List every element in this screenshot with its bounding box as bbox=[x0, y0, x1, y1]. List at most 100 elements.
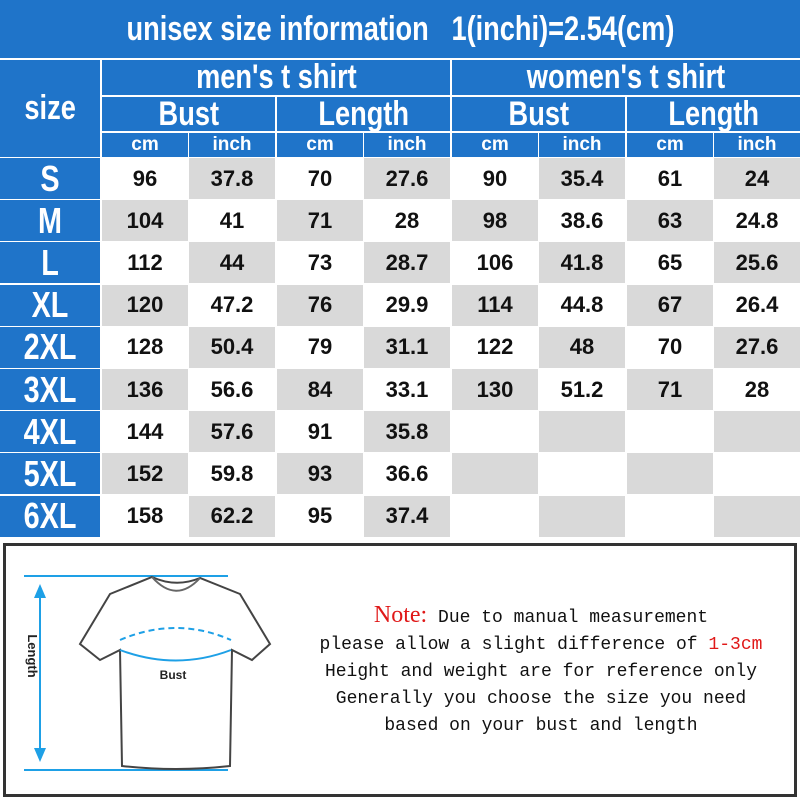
table-row: 5XL 152 59.8 93 36.6 bbox=[0, 453, 800, 495]
unit-header: inch bbox=[539, 133, 625, 157]
size-label: 2XL bbox=[0, 326, 100, 368]
table-cell bbox=[452, 496, 538, 537]
unit-header: cm bbox=[452, 133, 538, 157]
length-label: Length bbox=[25, 634, 40, 677]
table-cell: 57.6 bbox=[189, 411, 275, 453]
table-row: XL 120 47.2 76 29.9 114 44.8 67 26.4 bbox=[0, 284, 800, 326]
table-cell: 144 bbox=[126, 418, 164, 444]
table-cell: 120 bbox=[102, 284, 188, 326]
measurement-panel: Length Bust Note: Due to manual measurem… bbox=[3, 543, 797, 797]
unit-header: cm bbox=[627, 133, 713, 157]
table-cell: 104 bbox=[102, 200, 188, 242]
table-cell: 28 bbox=[744, 376, 770, 402]
table-cell: 96 bbox=[132, 165, 158, 191]
table-cell: 41.8 bbox=[539, 242, 625, 284]
bust-label: Bust bbox=[160, 668, 187, 682]
table-cell: 91 bbox=[307, 418, 333, 444]
table-cell: 31.1 bbox=[364, 326, 450, 368]
table-cell: 51.2 bbox=[560, 376, 604, 402]
size-label: 5XL bbox=[0, 453, 100, 495]
chart-title: unisex size information 1(inchi)=2.54(cm… bbox=[0, 0, 800, 58]
length-arrow-icon bbox=[34, 584, 46, 762]
table-cell: 44.8 bbox=[560, 292, 604, 318]
table-row: 3XL 136 56.6 84 33.1 130 51.2 71 28 bbox=[0, 369, 800, 410]
table-cell: 93 bbox=[277, 453, 363, 495]
table-cell: 95 bbox=[307, 503, 333, 529]
size-label: 4XL bbox=[0, 411, 100, 453]
table-cell bbox=[714, 495, 800, 537]
table-cell bbox=[539, 495, 625, 537]
unit-header: inch bbox=[189, 133, 275, 157]
table-cell: 128 bbox=[126, 334, 164, 360]
tshirt-diagram: Length Bust bbox=[24, 575, 272, 771]
table-cell: 59.8 bbox=[210, 460, 254, 486]
table-row: M 104 41 71 28 98 38.6 63 24.8 bbox=[0, 200, 800, 242]
table-cell: 130 bbox=[452, 369, 538, 410]
table-cell: 67 bbox=[627, 284, 713, 326]
table-cell: 122 bbox=[476, 334, 514, 360]
table-cell: 33.1 bbox=[385, 376, 429, 402]
table-cell: 70 bbox=[657, 334, 683, 360]
table-cell: 70 bbox=[307, 165, 333, 191]
size-label: XL bbox=[0, 284, 100, 326]
womens-group-header: women's t shirt bbox=[452, 58, 800, 96]
table-cell: 24 bbox=[714, 158, 800, 199]
table-cell: 90 bbox=[482, 165, 508, 191]
size-label: 6XL bbox=[0, 495, 100, 537]
table-cell: 38.6 bbox=[560, 207, 604, 233]
notes-text: Note: Due to manual measurement please a… bbox=[319, 602, 763, 736]
mens-group-header: men's t shirt bbox=[102, 58, 450, 96]
table-cell: 29.9 bbox=[385, 292, 429, 318]
table-cell: 35.8 bbox=[364, 411, 450, 453]
table-cell bbox=[452, 453, 538, 495]
table-cell: 62.2 bbox=[189, 495, 275, 537]
table-cell: 27.6 bbox=[364, 158, 450, 199]
unit-header: cm bbox=[102, 133, 188, 157]
table-cell: 136 bbox=[102, 369, 188, 410]
table-cell: 152 bbox=[102, 453, 188, 495]
bust-line bbox=[119, 649, 232, 662]
mens-length-header: Length bbox=[277, 95, 450, 133]
table-row: L 112 44 73 28.7 106 41.8 65 25.6 bbox=[0, 242, 800, 284]
table-cell: 41 bbox=[219, 207, 245, 233]
table-cell: 44 bbox=[189, 242, 275, 284]
table-cell: 106 bbox=[476, 249, 514, 275]
table-cell bbox=[539, 453, 625, 494]
unit-header: cm bbox=[277, 133, 363, 157]
table-cell bbox=[627, 496, 713, 537]
table-cell: 71 bbox=[627, 369, 713, 410]
table-cell: 79 bbox=[307, 334, 333, 360]
womens-length-header: Length bbox=[627, 95, 800, 133]
table-cell: 112 bbox=[127, 249, 163, 275]
table-cell: 65 bbox=[657, 249, 683, 275]
tshirt-outline-icon bbox=[78, 575, 272, 770]
table-cell: 47.2 bbox=[210, 292, 254, 318]
table-cell: 73 bbox=[307, 249, 333, 275]
unit-header: inch bbox=[714, 133, 800, 157]
unit-header: inch bbox=[364, 133, 450, 157]
table-cell: 61 bbox=[657, 165, 683, 191]
table-cell bbox=[714, 453, 800, 494]
table-cell: 27.6 bbox=[714, 326, 800, 368]
size-label: M bbox=[0, 200, 100, 242]
table-cell: 84 bbox=[277, 369, 363, 410]
table-cell: 63 bbox=[627, 200, 713, 242]
table-cell: 98 bbox=[452, 200, 538, 242]
bust-dashed-line bbox=[119, 627, 232, 641]
table-cell: 28 bbox=[394, 207, 420, 233]
table-cell: 24.8 bbox=[735, 207, 779, 233]
table-row: 2XL 128 50.4 79 31.1 122 48 70 27.6 bbox=[0, 326, 800, 368]
mens-bust-header: Bust bbox=[102, 95, 275, 133]
table-cell: 158 bbox=[126, 503, 164, 529]
table-cell: 76 bbox=[277, 284, 363, 326]
note-label: Note: bbox=[373, 602, 428, 628]
table-cell bbox=[627, 411, 713, 452]
table-row: 4XL 144 57.6 91 35.8 bbox=[0, 411, 800, 453]
table-cell: 25.6 bbox=[714, 242, 800, 284]
size-label: 3XL bbox=[0, 369, 100, 410]
table-cell: 114 bbox=[452, 284, 538, 326]
table-cell: 36.6 bbox=[385, 460, 429, 486]
womens-bust-header: Bust bbox=[452, 95, 625, 133]
table-cell: 48 bbox=[539, 326, 625, 368]
table-row: 6XL 158 62.2 95 37.4 bbox=[0, 495, 800, 537]
